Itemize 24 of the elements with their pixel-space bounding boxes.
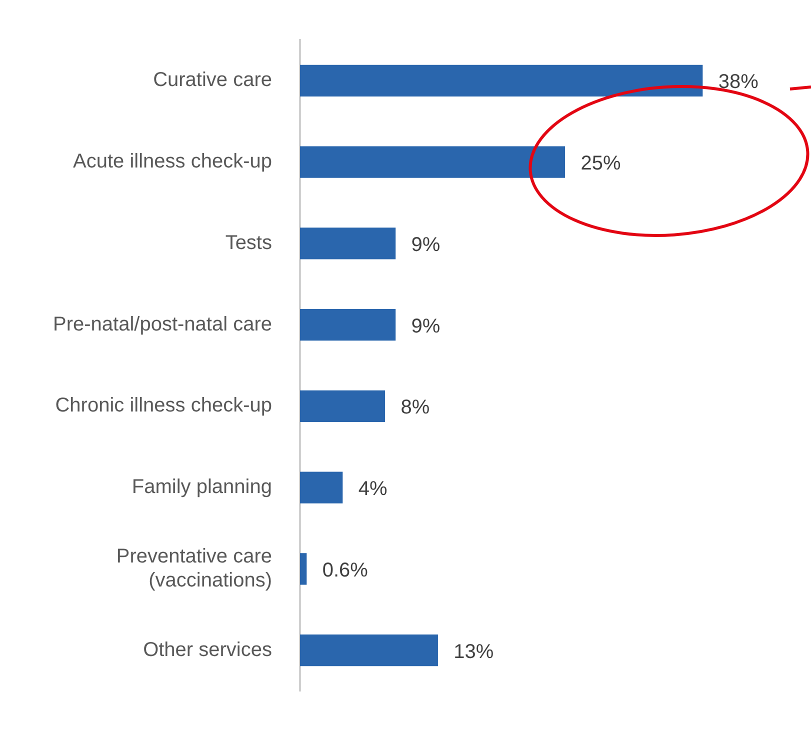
bar — [300, 228, 396, 260]
y-tick-label: Other services — [143, 638, 272, 661]
y-tick-label: Tests — [225, 232, 272, 254]
y-tick-label: Chronic illness check-up — [55, 394, 272, 417]
bar — [300, 146, 566, 178]
y-tick-label: Family planning — [132, 476, 272, 498]
data-label: 8% — [400, 396, 430, 419]
data-label: 13% — [454, 640, 494, 663]
data-label: 9% — [411, 234, 440, 256]
data-label: 38% — [718, 71, 759, 94]
y-tick-label: Acute illness check-up — [73, 150, 272, 173]
bar — [300, 64, 703, 97]
bar — [300, 553, 307, 585]
y-tick-label: Preventative care (vaccinations) — [116, 545, 272, 592]
y-tick-label: Pre-natal/post-natal care — [52, 313, 272, 336]
bar — [300, 634, 438, 666]
bar — [300, 472, 343, 504]
bar — [300, 390, 386, 422]
data-label: 4% — [358, 478, 388, 500]
data-label: 9% — [411, 315, 440, 338]
data-label: 0.6% — [322, 559, 368, 582]
data-label: 25% — [580, 152, 621, 175]
bar — [300, 308, 396, 341]
y-tick-label: Curative care — [153, 69, 272, 92]
